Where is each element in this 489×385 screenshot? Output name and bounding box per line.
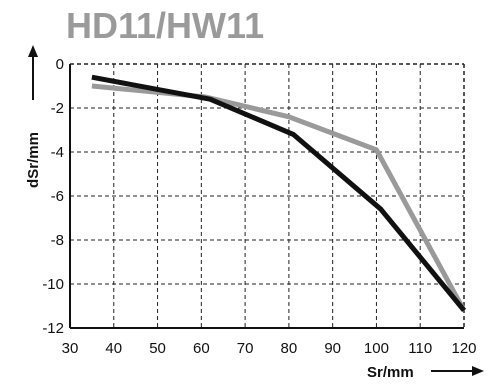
x-tick-label: 30 [62,340,79,357]
x-tick-label: 120 [451,340,476,357]
y-tick-label: -8 [51,232,64,249]
grid [70,63,465,328]
x-tick-label: 100 [364,340,389,357]
y-tick-label: -6 [51,188,64,205]
axes [69,64,464,329]
tick-labels: 30 40 50 60 70 80 90 100 110 120 0 -2 -4 -6 -8 -10 -12 [42,56,476,357]
x-tick-label: 80 [281,340,298,357]
x-tick-label: 40 [105,340,122,357]
x-tick-label: 50 [149,340,166,357]
y-tick-label: -4 [51,144,64,161]
x-tick-label: 70 [237,340,254,357]
series-layer [91,74,467,312]
series-line-1 [91,74,466,312]
x-tick-label: 90 [324,340,341,357]
y-tick-label: -12 [42,320,64,337]
x-axis-label: Sr/mm [367,364,414,381]
y-tick-label: 0 [56,56,64,73]
y-axis-label: dSr/mm [25,132,42,188]
y-tick-label: -2 [51,100,64,117]
series-line-2 [91,83,467,312]
y-tick-label: -10 [42,276,64,293]
x-axis-arrow [431,366,484,376]
x-tick-label: 60 [193,340,210,357]
chart-title: HD11/HW11 [66,5,264,46]
y-axis-arrow [28,45,38,100]
x-tick-label: 110 [408,340,432,357]
